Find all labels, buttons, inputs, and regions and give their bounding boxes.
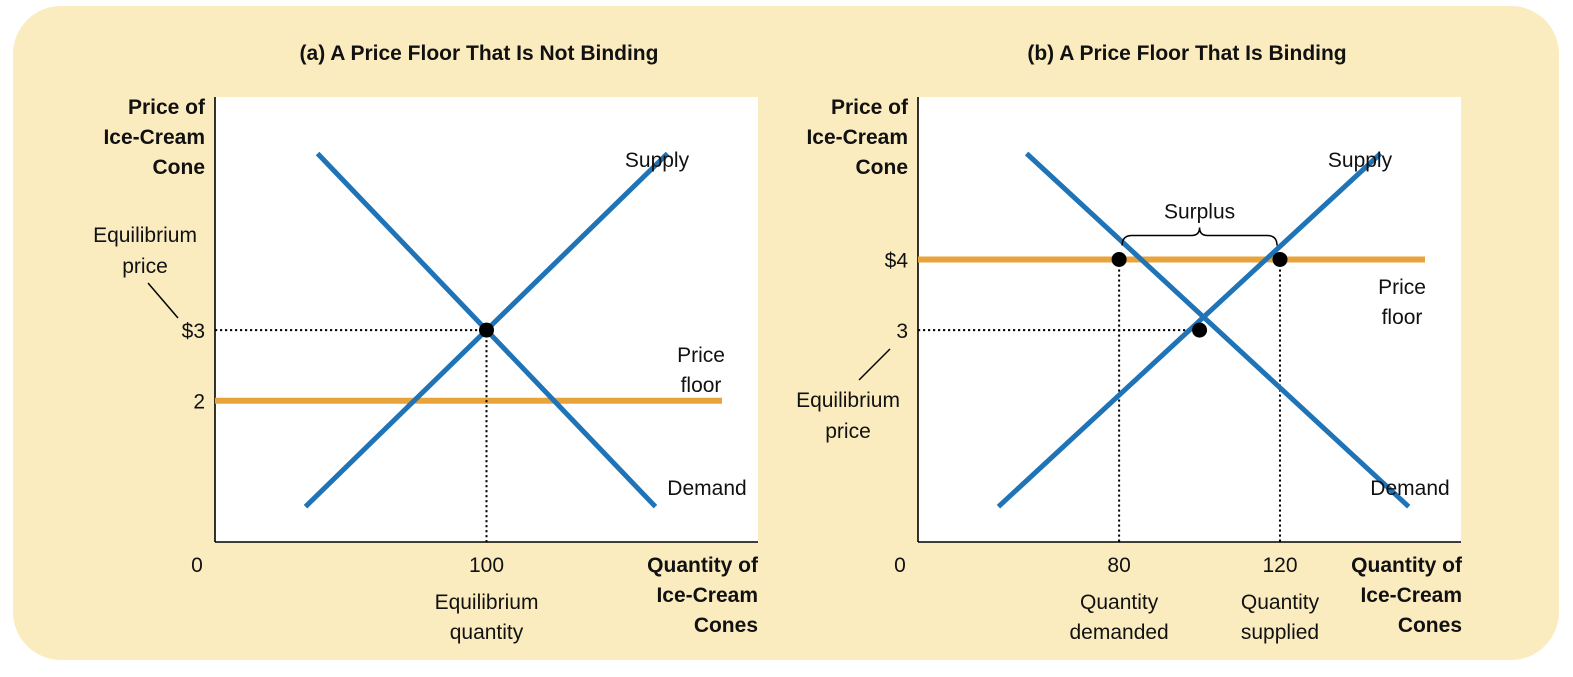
floor-quantity-label-line: Quantity xyxy=(1241,591,1320,614)
equilibrium-quantity-label-line: Equilibrium xyxy=(435,591,539,614)
equilibrium-quantity-label-line: quantity xyxy=(450,621,524,644)
price-floor-label-line: Price xyxy=(677,344,725,367)
floor-quantity-label-line: supplied xyxy=(1241,621,1319,644)
chart-panel-b: (b) A Price Floor That Is Binding Price o… xyxy=(796,42,1463,644)
surplus-label: Surplus xyxy=(1164,200,1235,223)
y-axis-title-line: Ice-Cream xyxy=(103,126,205,149)
floor-intersection-point xyxy=(1111,251,1127,267)
plot-area xyxy=(918,97,1461,542)
x-axis-title-line: Ice-Cream xyxy=(656,584,758,607)
y-tick-label: 3 xyxy=(896,320,908,343)
price-floor-label-line: floor xyxy=(681,374,722,397)
equilibrium-point xyxy=(1192,322,1208,338)
supply-label: Supply xyxy=(1328,149,1393,172)
x-axis-title-line: Ice-Cream xyxy=(1360,584,1462,607)
supply-label: Supply xyxy=(625,149,690,172)
y-tick-label: $3 xyxy=(182,320,205,343)
price-floor-label-line: Price xyxy=(1378,276,1426,299)
x-axis-title-line: Quantity of xyxy=(647,554,759,577)
floor-intersection-point xyxy=(1272,251,1288,267)
origin-label: 0 xyxy=(894,554,906,577)
y-axis-title-line: Price of xyxy=(831,96,909,119)
equilibrium-price-pointer xyxy=(858,348,891,381)
x-tick-label: 120 xyxy=(1262,554,1297,577)
chart-panel-a: (a) A Price Floor That Is Not Binding Pri… xyxy=(93,42,759,644)
chart-title: (a) A Price Floor That Is Not Binding xyxy=(300,42,659,65)
y-tick-label: 2 xyxy=(193,391,205,414)
equilibrium-price-label-line: Equilibrium xyxy=(796,389,900,412)
x-axis-title-line: Cones xyxy=(694,614,758,637)
supply-curve xyxy=(996,151,1383,509)
equilibrium-price-label-line: price xyxy=(122,255,168,278)
y-tick-label: $4 xyxy=(885,249,909,272)
demand-curve xyxy=(1024,151,1411,509)
y-axis-title-line: Ice-Cream xyxy=(806,126,908,149)
x-axis-title-line: Quantity of xyxy=(1351,554,1463,577)
origin-label: 0 xyxy=(191,554,203,577)
equilibrium-price-pointer xyxy=(147,282,179,319)
demand-label: Demand xyxy=(667,477,746,500)
equilibrium-point xyxy=(479,322,494,338)
x-axis-title-line: Cones xyxy=(1398,614,1462,637)
y-axis-title-line: Cone xyxy=(153,156,206,179)
floor-quantity-label-line: demanded xyxy=(1069,621,1168,644)
equilibrium-price-label-line: Equilibrium xyxy=(93,224,197,247)
x-tick-label: 100 xyxy=(469,554,504,577)
equilibrium-price-label-line: price xyxy=(825,420,871,443)
x-tick-label: 80 xyxy=(1107,554,1130,577)
chart-title: (b) A Price Floor That Is Binding xyxy=(1027,42,1346,65)
price-floor-label-line: floor xyxy=(1382,306,1423,329)
floor-quantity-label-line: Quantity xyxy=(1080,591,1159,614)
y-axis-title-line: Cone xyxy=(856,156,909,179)
y-axis-title-line: Price of xyxy=(128,96,206,119)
plot-area xyxy=(215,97,758,542)
demand-label: Demand xyxy=(1370,477,1449,500)
